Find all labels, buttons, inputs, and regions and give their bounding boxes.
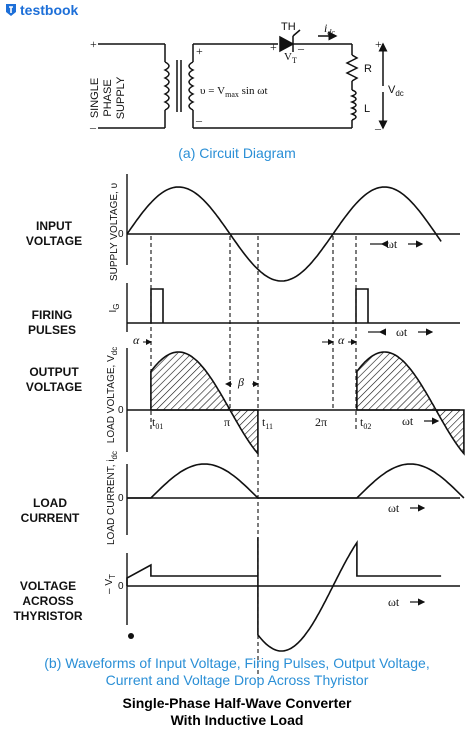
t01-mark: t01 [152,415,163,431]
wt-input: ωt [370,237,424,251]
svg-text:ωt: ωt [388,501,400,515]
thyristor-symbol [279,35,295,53]
t02-mark: t02 [360,415,371,431]
svg-text:+: + [375,37,382,51]
caption-waveforms-1: (b) Waveforms of Input Voltage, Firing P… [44,655,429,671]
input-ylabel: SUPPLY VOLTAGE, υ [109,183,120,281]
caption-circuit: (a) Circuit Diagram [178,145,295,161]
transformer-secondary-coil [188,61,195,111]
svg-text:–: – [89,120,97,134]
vt-label: VT [284,51,297,65]
alpha-mark-1: α [133,333,140,347]
load-current-label-1: LOAD [33,496,67,510]
thyristor-voltage-label-2: ACROSS [22,594,73,608]
pi-mark: π [224,415,230,429]
circuit-labels: + – + – υ = Vmax sin ωt TH VT – + idc R … [89,21,404,135]
twopi-mark: 2π [315,415,327,429]
r-label: R [364,63,372,75]
svg-text:0: 0 [118,581,124,592]
thyristor-voltage-label-3: THYRISTOR [13,609,82,623]
caption-waveforms-2: Current and Voltage Drop Across Thyristo… [106,672,369,688]
l-label: L [364,103,370,115]
firing-ylabel: IG [108,303,121,312]
wt-output: ωt [402,414,440,428]
svg-text:0: 0 [118,493,124,504]
wt-thyristor: ωt [388,595,426,609]
output-voltage-negative-1 [228,409,259,456]
vdc-label: Vdc [388,84,404,98]
svg-text:+: + [196,44,203,58]
supply-label-1: SINGLE [89,78,101,118]
svg-text:–: – [297,41,305,55]
output-ylabel: LOAD VOLTAGE, Vdc [106,347,119,443]
circuit-diagram: SINGLE PHASE SUPPLY [89,29,388,130]
thyristor-ylabel: – VT [104,574,117,594]
alpha-mark-2: α [338,333,345,347]
output-annotations: α α β t01 π t11 2π t02 [133,333,371,431]
t11-mark: t11 [262,415,273,431]
svg-text:ωt: ωt [402,414,414,428]
wt-firing: ωt [368,325,434,339]
wt-labels: ωt ωt ωt ωt ωt [368,237,440,609]
svg-text:+: + [270,40,277,54]
svg-text:0: 0 [118,405,124,416]
testbook-logo-icon [6,4,16,16]
output-voltage-label-1: OUTPUT [29,365,79,379]
input-voltage-label-1: INPUT [36,219,73,233]
input-voltage-wave [126,186,442,282]
brand-name: testbook [20,2,79,18]
firing-pulses-label-2: PULSES [28,323,76,337]
idc-label: idc [324,21,335,37]
svg-text:ωt: ωt [396,325,408,339]
footer-title-1: Single-Phase Half-Wave Converter [123,695,353,711]
firing-pulse-1 [150,288,164,323]
input-voltage-label-2: VOLTAGE [26,234,82,248]
output-voltage-label-2: VOLTAGE [26,380,82,394]
svg-text:–: – [374,121,382,135]
firing-pulses-label-1: FIRING [32,308,73,322]
svg-text:–: – [195,113,203,127]
supply-label-2: PHASE [102,79,114,116]
svg-text:ωt: ωt [388,595,400,609]
inductor-L [349,89,357,121]
transformer-primary-coil [163,61,170,111]
equation: υ = Vmax sin ωt [200,85,268,99]
supply-label-3: SUPPLY [115,76,127,119]
output-voltage-positive-1 [150,351,232,411]
svg-text:+: + [90,37,97,51]
svg-text:0: 0 [118,229,124,240]
load-current-label-2: CURRENT [21,511,80,525]
output-voltage-positive-2 [356,351,438,411]
wt-current: ωt [388,501,426,515]
guide-lines [150,236,357,680]
thyristor-voltage-label-1: VOLTAGE [20,579,76,593]
firing-pulse-2 [355,288,369,323]
brand-logo: testbook [5,1,78,19]
panel-labels: INPUT VOLTAGE FIRING PULSES OUTPUT VOLTA… [13,219,82,623]
axis-ylabels: SUPPLY VOLTAGE, υ IG LOAD VOLTAGE, Vdc L… [104,183,121,594]
thyristor-label: TH [281,21,296,33]
thyristor-voltage-wave [126,537,442,652]
footer-title-2: With Inductive Load [171,712,304,728]
beta-mark: β [237,375,244,389]
dot-marker [128,633,134,639]
current-ylabel: LOAD CURRENT, idc [106,451,119,545]
output-voltage-negative-2 [434,409,465,456]
svg-text:ωt: ωt [386,237,398,251]
resistor-R [345,54,359,82]
load-current-wave [127,463,465,499]
zero-marks: 0 0 0 0 [118,229,124,592]
